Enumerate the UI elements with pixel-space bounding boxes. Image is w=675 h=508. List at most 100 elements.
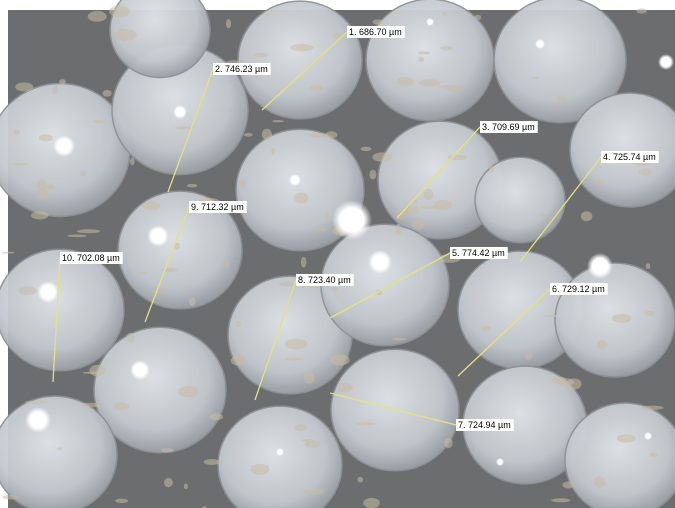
debris-particle xyxy=(556,378,574,387)
debris-particle xyxy=(360,146,372,152)
debris-particle xyxy=(164,477,173,488)
measure-line xyxy=(457,288,551,377)
debris-particle xyxy=(80,402,103,408)
measure-label: 7. 724.94 µm xyxy=(458,420,511,430)
highlight xyxy=(289,174,301,186)
debris-particle xyxy=(80,170,87,177)
debris-particle xyxy=(109,5,130,18)
debris-particle xyxy=(18,286,37,296)
debris-particle xyxy=(372,19,384,25)
debris-particle xyxy=(203,459,220,466)
debris-particle xyxy=(272,120,284,123)
debris-particle xyxy=(177,385,199,398)
highlight xyxy=(658,54,674,70)
label-box xyxy=(213,63,271,75)
measure-label: 3. 709.69 µm xyxy=(482,122,535,132)
debris-particle xyxy=(223,260,230,269)
debris-particle xyxy=(209,413,223,421)
measure-label: 9. 712.32 µm xyxy=(191,202,244,212)
highlight xyxy=(37,281,59,303)
label-box xyxy=(601,151,659,163)
debris-particle xyxy=(89,364,106,377)
debris-particle xyxy=(396,76,415,86)
debris-particle xyxy=(395,223,402,236)
debris-particle xyxy=(644,310,655,317)
debris-particle xyxy=(235,320,242,328)
debris-particle xyxy=(444,437,453,449)
debris-particle xyxy=(67,234,87,238)
egg xyxy=(93,326,227,454)
debris-particle xyxy=(641,405,664,410)
debris-particle xyxy=(300,256,307,268)
debris-particle xyxy=(261,128,273,140)
debris-particle xyxy=(418,56,425,63)
debris-particle xyxy=(481,325,491,332)
egg xyxy=(569,92,675,208)
debris-particle xyxy=(580,211,593,222)
debris-particle xyxy=(420,205,442,209)
measure-line xyxy=(519,156,602,263)
label-box xyxy=(450,247,508,259)
highlight xyxy=(147,225,169,247)
debris-particle xyxy=(418,51,431,55)
debris-particle xyxy=(162,267,178,272)
debris-particle xyxy=(611,313,632,323)
debris-particle xyxy=(593,476,606,488)
highlight xyxy=(25,407,51,433)
debris-particle xyxy=(271,148,276,155)
highlight xyxy=(587,253,613,279)
egg xyxy=(0,248,125,372)
label-box xyxy=(296,274,354,286)
measure-label: 8. 723.40 µm xyxy=(298,275,351,285)
debris-particle xyxy=(596,179,605,184)
debris-particle xyxy=(325,131,338,139)
debris-particle xyxy=(392,337,407,341)
debris-particle xyxy=(638,168,652,176)
debris-particle xyxy=(372,152,393,162)
debris-particle xyxy=(24,400,49,404)
debris-particle xyxy=(337,382,353,393)
measure-line xyxy=(396,126,481,219)
debris-particle xyxy=(543,314,559,318)
egg xyxy=(237,0,363,120)
measure-label: 10. 702.08 µm xyxy=(62,253,120,263)
debris-particle xyxy=(442,11,447,16)
debris-particle xyxy=(117,27,124,30)
measure-label: 6. 729.12 µm xyxy=(552,284,605,294)
debris-particle xyxy=(447,154,468,161)
egg xyxy=(117,190,243,310)
debris-particle xyxy=(56,447,63,451)
measure-line xyxy=(254,279,297,401)
debris-particle xyxy=(87,11,107,22)
egg xyxy=(474,156,566,244)
debris-particle xyxy=(418,79,442,87)
debris-particle xyxy=(489,165,494,173)
debris-particle xyxy=(324,211,329,222)
measure-label: 2. 746.23 µm xyxy=(215,64,268,74)
highlight xyxy=(535,39,545,49)
debris-particle xyxy=(531,77,539,80)
debris-particle xyxy=(293,192,309,204)
debris-particle xyxy=(540,213,547,218)
debris-particle xyxy=(301,438,315,442)
debris-particle xyxy=(304,441,321,448)
label-box xyxy=(347,26,405,38)
highlight xyxy=(368,250,392,274)
debris-particle xyxy=(52,86,58,95)
debris-particle xyxy=(186,183,198,188)
debris-particle xyxy=(289,43,314,52)
label-box xyxy=(550,283,608,295)
debris-particle xyxy=(151,290,168,294)
highlight xyxy=(332,200,372,240)
highlight xyxy=(644,432,652,440)
debris-particle xyxy=(357,476,364,483)
debris-particle xyxy=(636,8,647,14)
measure-label: 1. 686.70 µm xyxy=(349,27,402,37)
debris-particle xyxy=(645,263,651,270)
debris-particle xyxy=(303,372,315,384)
debris-particle xyxy=(12,162,29,166)
debris-particle xyxy=(142,201,161,211)
debris-particle xyxy=(355,421,377,426)
debris-particle xyxy=(284,357,304,361)
